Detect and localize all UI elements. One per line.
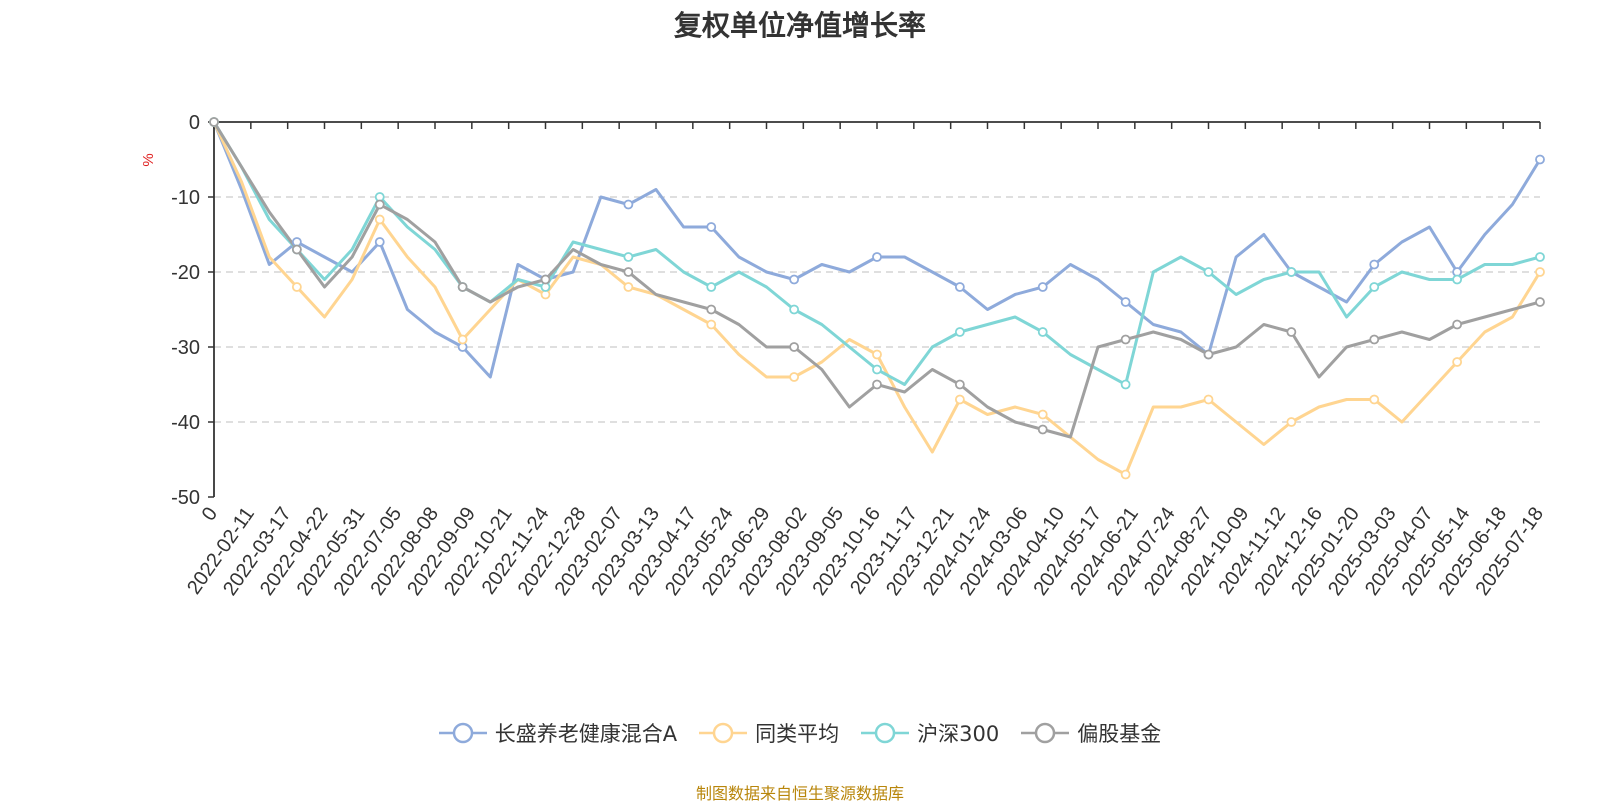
series-1-point-45 [1452,357,1463,367]
series-2-point-18 [706,282,717,292]
series-2-point-15 [623,252,634,262]
series-0-point-15 [623,199,634,210]
series-2-point-45 [1452,274,1463,285]
series-2-point-21 [789,304,800,315]
legend-label-1: 同类平均 [755,722,840,746]
series-3-point-33 [1120,334,1131,345]
series-2-point-24 [872,364,882,375]
series-3-point-12 [540,274,551,285]
series-0-point-21 [789,274,800,285]
series-line-0 [212,121,1542,379]
series-3-point-6 [374,199,385,210]
legend-label-2: 沪深300 [917,722,1000,746]
series-3-point-48 [1535,297,1545,307]
series-3-point-39 [1286,327,1297,337]
series-1-point-18 [706,319,717,330]
grid-lines [214,196,1540,423]
legend-label-0: 长盛养老健康混合A [494,722,678,746]
series-3-point-3 [291,244,302,255]
series-1-point-3 [291,282,302,292]
series-1-point-42 [1369,394,1380,405]
chart-title: 复权单位净值增长率 [673,9,926,42]
series-1-point-27 [954,394,965,405]
series-markers [209,117,1545,480]
series-0-point-48 [1535,154,1545,165]
legend-item-0[interactable]: 长盛养老健康混合A [438,718,678,748]
y-axis-unit: % [140,153,157,166]
series-3-point-24 [872,379,882,390]
series-1-point-30 [1037,409,1048,420]
source-note: 制图数据来自恒生聚源数据库 [695,784,904,803]
series-0-point-30 [1037,282,1048,292]
legend-item-1[interactable]: 同类平均 [699,718,839,748]
series-3-point-18 [706,304,717,315]
y-tick-label-0: 0 [189,112,200,134]
y-tick-label-2: -20 [171,262,200,284]
series-3-point-15 [623,267,634,277]
series-2-point-36 [1203,267,1214,277]
series-0-point-27 [954,282,965,292]
series-0-point-6 [374,237,385,247]
series-1-point-48 [1535,267,1545,277]
y-tick-label-3: -30 [171,337,200,359]
series-1-point-9 [457,334,468,345]
series-3-point-21 [789,342,800,352]
series-2-point-33 [1120,379,1131,390]
legend-label-3: 偏股基金 [1077,722,1162,746]
series-0-point-18 [706,222,717,232]
series-2-point-42 [1369,282,1380,292]
legend-line-circle-icon [861,722,910,744]
series-3-point-0 [209,117,219,127]
series-3-point-30 [1037,424,1048,435]
series-1-point-21 [789,372,800,382]
series-2-point-27 [954,327,965,337]
series-line-3 [212,121,1541,439]
legend-line-circle-icon [1021,722,1070,744]
series-0-point-42 [1369,259,1380,270]
legend-line-circle-icon [438,722,487,744]
y-tick-label-5: -50 [171,487,200,509]
series-1-point-6 [374,214,385,225]
series-1-point-39 [1286,417,1297,427]
legend: 长盛养老健康混合A 同类平均 沪深300 偏股基金 [0,718,1600,748]
legend-item-3[interactable]: 偏股基金 [1021,718,1161,748]
y-tick-label-4: -40 [171,412,200,434]
series-0-point-33 [1120,297,1131,307]
series-2-point-48 [1535,252,1545,262]
series-1-point-15 [623,282,634,292]
legend-line-circle-icon [699,722,748,744]
series-2-point-39 [1286,267,1297,277]
series-3-point-36 [1203,349,1214,360]
x-tick-label-0: 0 [198,503,222,525]
series-3-point-27 [954,379,965,390]
series-1-point-24 [872,349,882,360]
series-3-point-42 [1369,334,1380,345]
series-2-point-30 [1037,327,1048,337]
series-1-point-33 [1120,469,1131,480]
series-0-point-24 [872,252,882,262]
series-3-point-45 [1452,319,1463,330]
series-3-point-9 [457,282,468,292]
series-1-point-36 [1203,394,1214,405]
y-tick-label-1: -10 [171,187,200,209]
legend-item-2[interactable]: 沪深300 [861,718,999,748]
